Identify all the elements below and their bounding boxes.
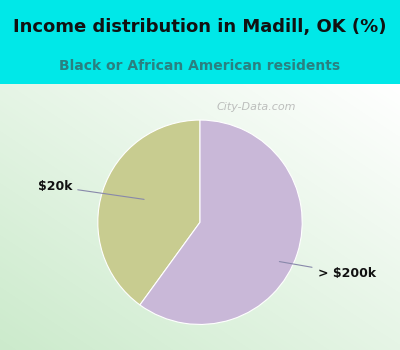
- Text: Black or African American residents: Black or African American residents: [60, 58, 340, 72]
- Wedge shape: [140, 120, 302, 324]
- Text: Income distribution in Madill, OK (%): Income distribution in Madill, OK (%): [13, 18, 387, 36]
- Text: City-Data.com: City-Data.com: [216, 102, 296, 112]
- Text: $20k: $20k: [38, 180, 144, 200]
- Text: > $200k: > $200k: [279, 261, 376, 280]
- Wedge shape: [98, 120, 200, 305]
